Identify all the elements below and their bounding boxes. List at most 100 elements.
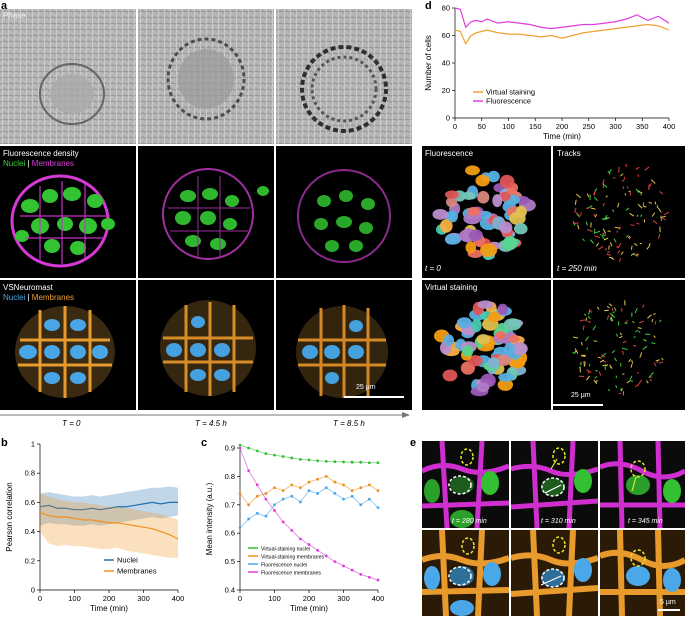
- e-vs-tile-3: 5 µm: [600, 530, 685, 616]
- track-segment: [594, 191, 595, 196]
- x-tick-label: 350: [636, 122, 649, 131]
- x-tick-label: 300: [137, 594, 150, 603]
- segmented-cell: [504, 343, 515, 356]
- phase-image: [0, 9, 136, 144]
- segmented-cell: [500, 175, 515, 188]
- d-fluorescence-tile: Fluorescence t = 0: [422, 146, 551, 278]
- track-segment: [603, 229, 605, 233]
- panel-e-letter: e: [410, 437, 416, 449]
- track-segment: [607, 254, 611, 255]
- track-segment: [618, 243, 621, 248]
- x-tick-label: 0: [238, 594, 242, 603]
- segmented-cell: [448, 211, 458, 223]
- x-tick-label: 100: [502, 122, 515, 131]
- x-tick-label: 300: [337, 594, 350, 603]
- track-segment: [658, 234, 659, 239]
- y-tick-label: 0.2: [25, 556, 35, 565]
- x-tick-label: 100: [268, 594, 281, 603]
- y-tick-label: 80: [442, 4, 450, 13]
- scale-bar: [553, 280, 685, 410]
- segmented-cell: [504, 318, 522, 330]
- track-segment: [617, 231, 618, 233]
- timepoint-1: T = 4.5 h: [195, 419, 227, 428]
- track-segment: [615, 227, 620, 228]
- y-tick-label: 0.9: [225, 444, 235, 453]
- y-tick-label: 1: [31, 440, 35, 449]
- x-tick-label: 150: [529, 122, 542, 131]
- y-axis-label: Number of cells: [424, 35, 433, 91]
- legend-label: Fluorescence nuclei: [261, 563, 307, 569]
- y-axis-label: Mean intensity (a.u.): [205, 482, 214, 555]
- timepoint-0: T = 0: [62, 419, 80, 428]
- y-axis-label: Pearson correlation: [5, 482, 14, 551]
- track-segment: [652, 213, 655, 217]
- x-axis-label: Time (min): [90, 604, 128, 613]
- x-tick-label: 200: [556, 122, 569, 131]
- track-segment: [606, 196, 608, 197]
- x-tick-label: 200: [303, 594, 316, 603]
- segmented-cell: [497, 304, 508, 315]
- track-segment: [583, 239, 585, 241]
- phase-image: [276, 9, 412, 144]
- track-segment: [658, 208, 661, 213]
- segmented-cell: [516, 206, 527, 218]
- track-segment: [618, 203, 619, 207]
- track-segment: [610, 242, 612, 246]
- track-segment: [647, 245, 650, 249]
- segmented-cell: [492, 194, 502, 207]
- x-tick-label: 300: [609, 122, 622, 131]
- segmented-cell: [462, 345, 473, 356]
- track-segment: [626, 235, 628, 237]
- track-segment: [640, 243, 642, 244]
- segmented-cell: [467, 207, 481, 216]
- track-segment: [587, 194, 589, 198]
- track-segment: [598, 246, 603, 249]
- track-segment: [631, 246, 632, 250]
- track-segment: [603, 233, 607, 234]
- y-tick-label: 0.6: [25, 498, 35, 507]
- segmentation-image: [422, 146, 551, 278]
- segmented-cell: [444, 334, 454, 346]
- vsneuromast-label: VSNeuromast: [3, 283, 53, 292]
- x-tick-label: 250: [582, 122, 595, 131]
- segmented-cell: [457, 317, 472, 328]
- x-tick-label: 400: [663, 122, 676, 131]
- segmented-cell: [495, 331, 506, 340]
- y-tick-label: 0: [31, 586, 35, 595]
- track-segment: [627, 186, 628, 188]
- track-segment: [629, 213, 634, 216]
- track-segment: [600, 235, 605, 236]
- e-vs-tile-1: [422, 530, 509, 616]
- legend-label: Virtual staining: [486, 88, 535, 97]
- segmented-cell: [475, 175, 489, 187]
- y-tick-label: 0.8: [25, 469, 35, 478]
- y-tick-label: 0.8: [225, 472, 235, 481]
- track-segment: [591, 208, 595, 209]
- segmented-cell: [488, 312, 500, 323]
- d-t250-label: t = 250 min: [557, 264, 597, 273]
- fluor-tile-t0: Fluorescence density Nuclei | Membranes: [0, 146, 136, 278]
- segmented-cell: [445, 190, 459, 199]
- track-segment: [614, 239, 616, 243]
- segmented-cell: [445, 235, 456, 245]
- tracks-image: [553, 146, 685, 278]
- legend-label: Fluorescence: [486, 97, 531, 106]
- e-scale-label: 5 µm: [660, 599, 676, 606]
- segmented-cell: [477, 300, 493, 308]
- legend-label: Nuclei: [117, 556, 138, 565]
- legend-label: Membranes: [117, 567, 157, 576]
- track-segment: [637, 215, 638, 217]
- track-segment: [636, 167, 640, 169]
- track-segment: [641, 214, 642, 216]
- d-virtual-label: Virtual staining: [425, 283, 477, 292]
- track-segment: [661, 216, 662, 221]
- segmented-cell: [477, 382, 490, 392]
- track-segment: [626, 208, 629, 211]
- track-segment: [581, 212, 582, 215]
- y-tick-label: 0.4: [225, 586, 235, 595]
- segmented-cell: [488, 357, 499, 369]
- track-segment: [602, 236, 604, 239]
- e-fluor-tile-3: t = 345 min: [600, 441, 685, 528]
